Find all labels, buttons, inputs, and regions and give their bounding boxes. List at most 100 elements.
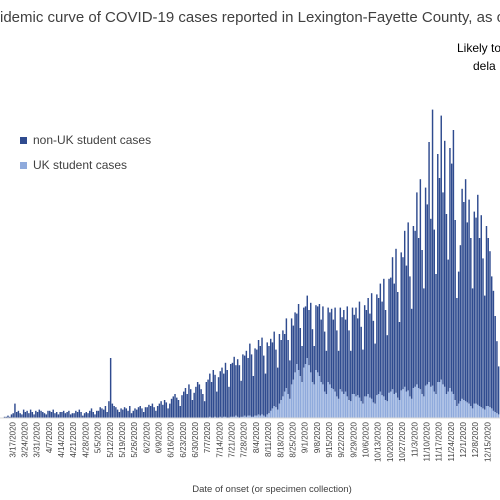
- bar: [350, 350, 352, 402]
- bar: [289, 360, 291, 399]
- bar: [297, 304, 300, 370]
- bar: [163, 400, 166, 418]
- bar: [390, 277, 392, 392]
- x-tick-label: 8/4/2020: [252, 421, 261, 453]
- bar: [80, 412, 82, 418]
- bar: [343, 394, 345, 418]
- bar: [42, 412, 44, 418]
- bar: [113, 406, 115, 418]
- bar: [116, 409, 119, 418]
- bar: [316, 306, 319, 373]
- bar: [139, 406, 141, 418]
- bar: [421, 250, 423, 394]
- bar: [82, 415, 84, 418]
- bar: [26, 410, 28, 418]
- bar: [409, 276, 411, 397]
- bar: [489, 407, 491, 418]
- bar: [409, 396, 411, 418]
- bar: [69, 414, 72, 418]
- bar: [369, 313, 371, 398]
- bar: [282, 330, 284, 397]
- x-tick-label: 7/14/2020: [215, 421, 224, 457]
- bar: [405, 391, 408, 418]
- bar: [435, 274, 437, 394]
- bar: [323, 331, 326, 392]
- bar: [226, 370, 228, 418]
- bar: [440, 115, 442, 380]
- bar: [494, 412, 496, 418]
- bar: [263, 415, 265, 418]
- bar: [400, 390, 402, 418]
- bar: [66, 412, 68, 418]
- bar: [179, 406, 181, 418]
- bar: [259, 346, 262, 416]
- bar: [129, 406, 131, 418]
- bar: [325, 394, 328, 418]
- x-tick-label: 5/12/2020: [106, 421, 115, 457]
- bar: [9, 416, 11, 418]
- bar: [381, 301, 383, 396]
- bar: [452, 130, 455, 394]
- bar: [440, 379, 442, 418]
- bar: [90, 408, 93, 418]
- bar: [19, 413, 21, 418]
- x-tick-label: 6/2/2020: [142, 421, 151, 453]
- legend-swatch: [20, 162, 27, 169]
- bar: [278, 334, 281, 404]
- bar: [54, 413, 56, 418]
- bar: [386, 335, 389, 402]
- bar: [485, 226, 488, 406]
- bar: [196, 382, 199, 418]
- bar: [341, 391, 343, 418]
- bar: [449, 388, 451, 418]
- bar: [270, 410, 272, 418]
- bar: [358, 397, 361, 418]
- bar: [485, 406, 488, 418]
- bar: [329, 312, 331, 385]
- bar: [223, 416, 225, 418]
- x-tick-label: 8/18/2020: [276, 421, 285, 457]
- bar: [497, 414, 500, 418]
- bar: [252, 376, 255, 417]
- bar: [463, 400, 465, 418]
- bar: [268, 413, 270, 418]
- bar: [200, 389, 202, 418]
- bar: [256, 415, 258, 418]
- bar: [266, 342, 268, 415]
- bar: [123, 407, 126, 418]
- bar: [207, 379, 209, 418]
- bar: [348, 330, 350, 400]
- x-tick-label: 4/14/2020: [57, 421, 66, 457]
- x-tick-label: 7/21/2020: [228, 421, 237, 457]
- bar: [332, 319, 335, 390]
- bar: [393, 394, 395, 418]
- bar: [287, 394, 289, 418]
- bar: [461, 188, 463, 399]
- bar: [148, 404, 150, 418]
- bar: [402, 257, 404, 390]
- bar: [247, 415, 249, 418]
- bar: [341, 317, 343, 392]
- bar: [464, 179, 467, 402]
- bar: [478, 238, 481, 406]
- bar: [310, 302, 312, 373]
- bar: [188, 384, 190, 418]
- bar: [245, 416, 248, 418]
- bar: [334, 391, 336, 418]
- bar: [306, 295, 308, 358]
- bar: [452, 394, 455, 418]
- bar: [353, 394, 355, 418]
- bar: [330, 308, 333, 388]
- bar: [15, 412, 18, 418]
- bar: [430, 386, 432, 418]
- bar: [212, 370, 215, 418]
- bar: [137, 407, 140, 418]
- bar: [142, 412, 145, 418]
- bar: [40, 410, 42, 418]
- chart-title: idemic curve of COVID-19 cases reported …: [0, 9, 500, 26]
- bar: [214, 416, 216, 418]
- bar: [459, 245, 462, 402]
- bar: [464, 401, 467, 418]
- bar: [484, 295, 486, 410]
- bar: [304, 364, 307, 418]
